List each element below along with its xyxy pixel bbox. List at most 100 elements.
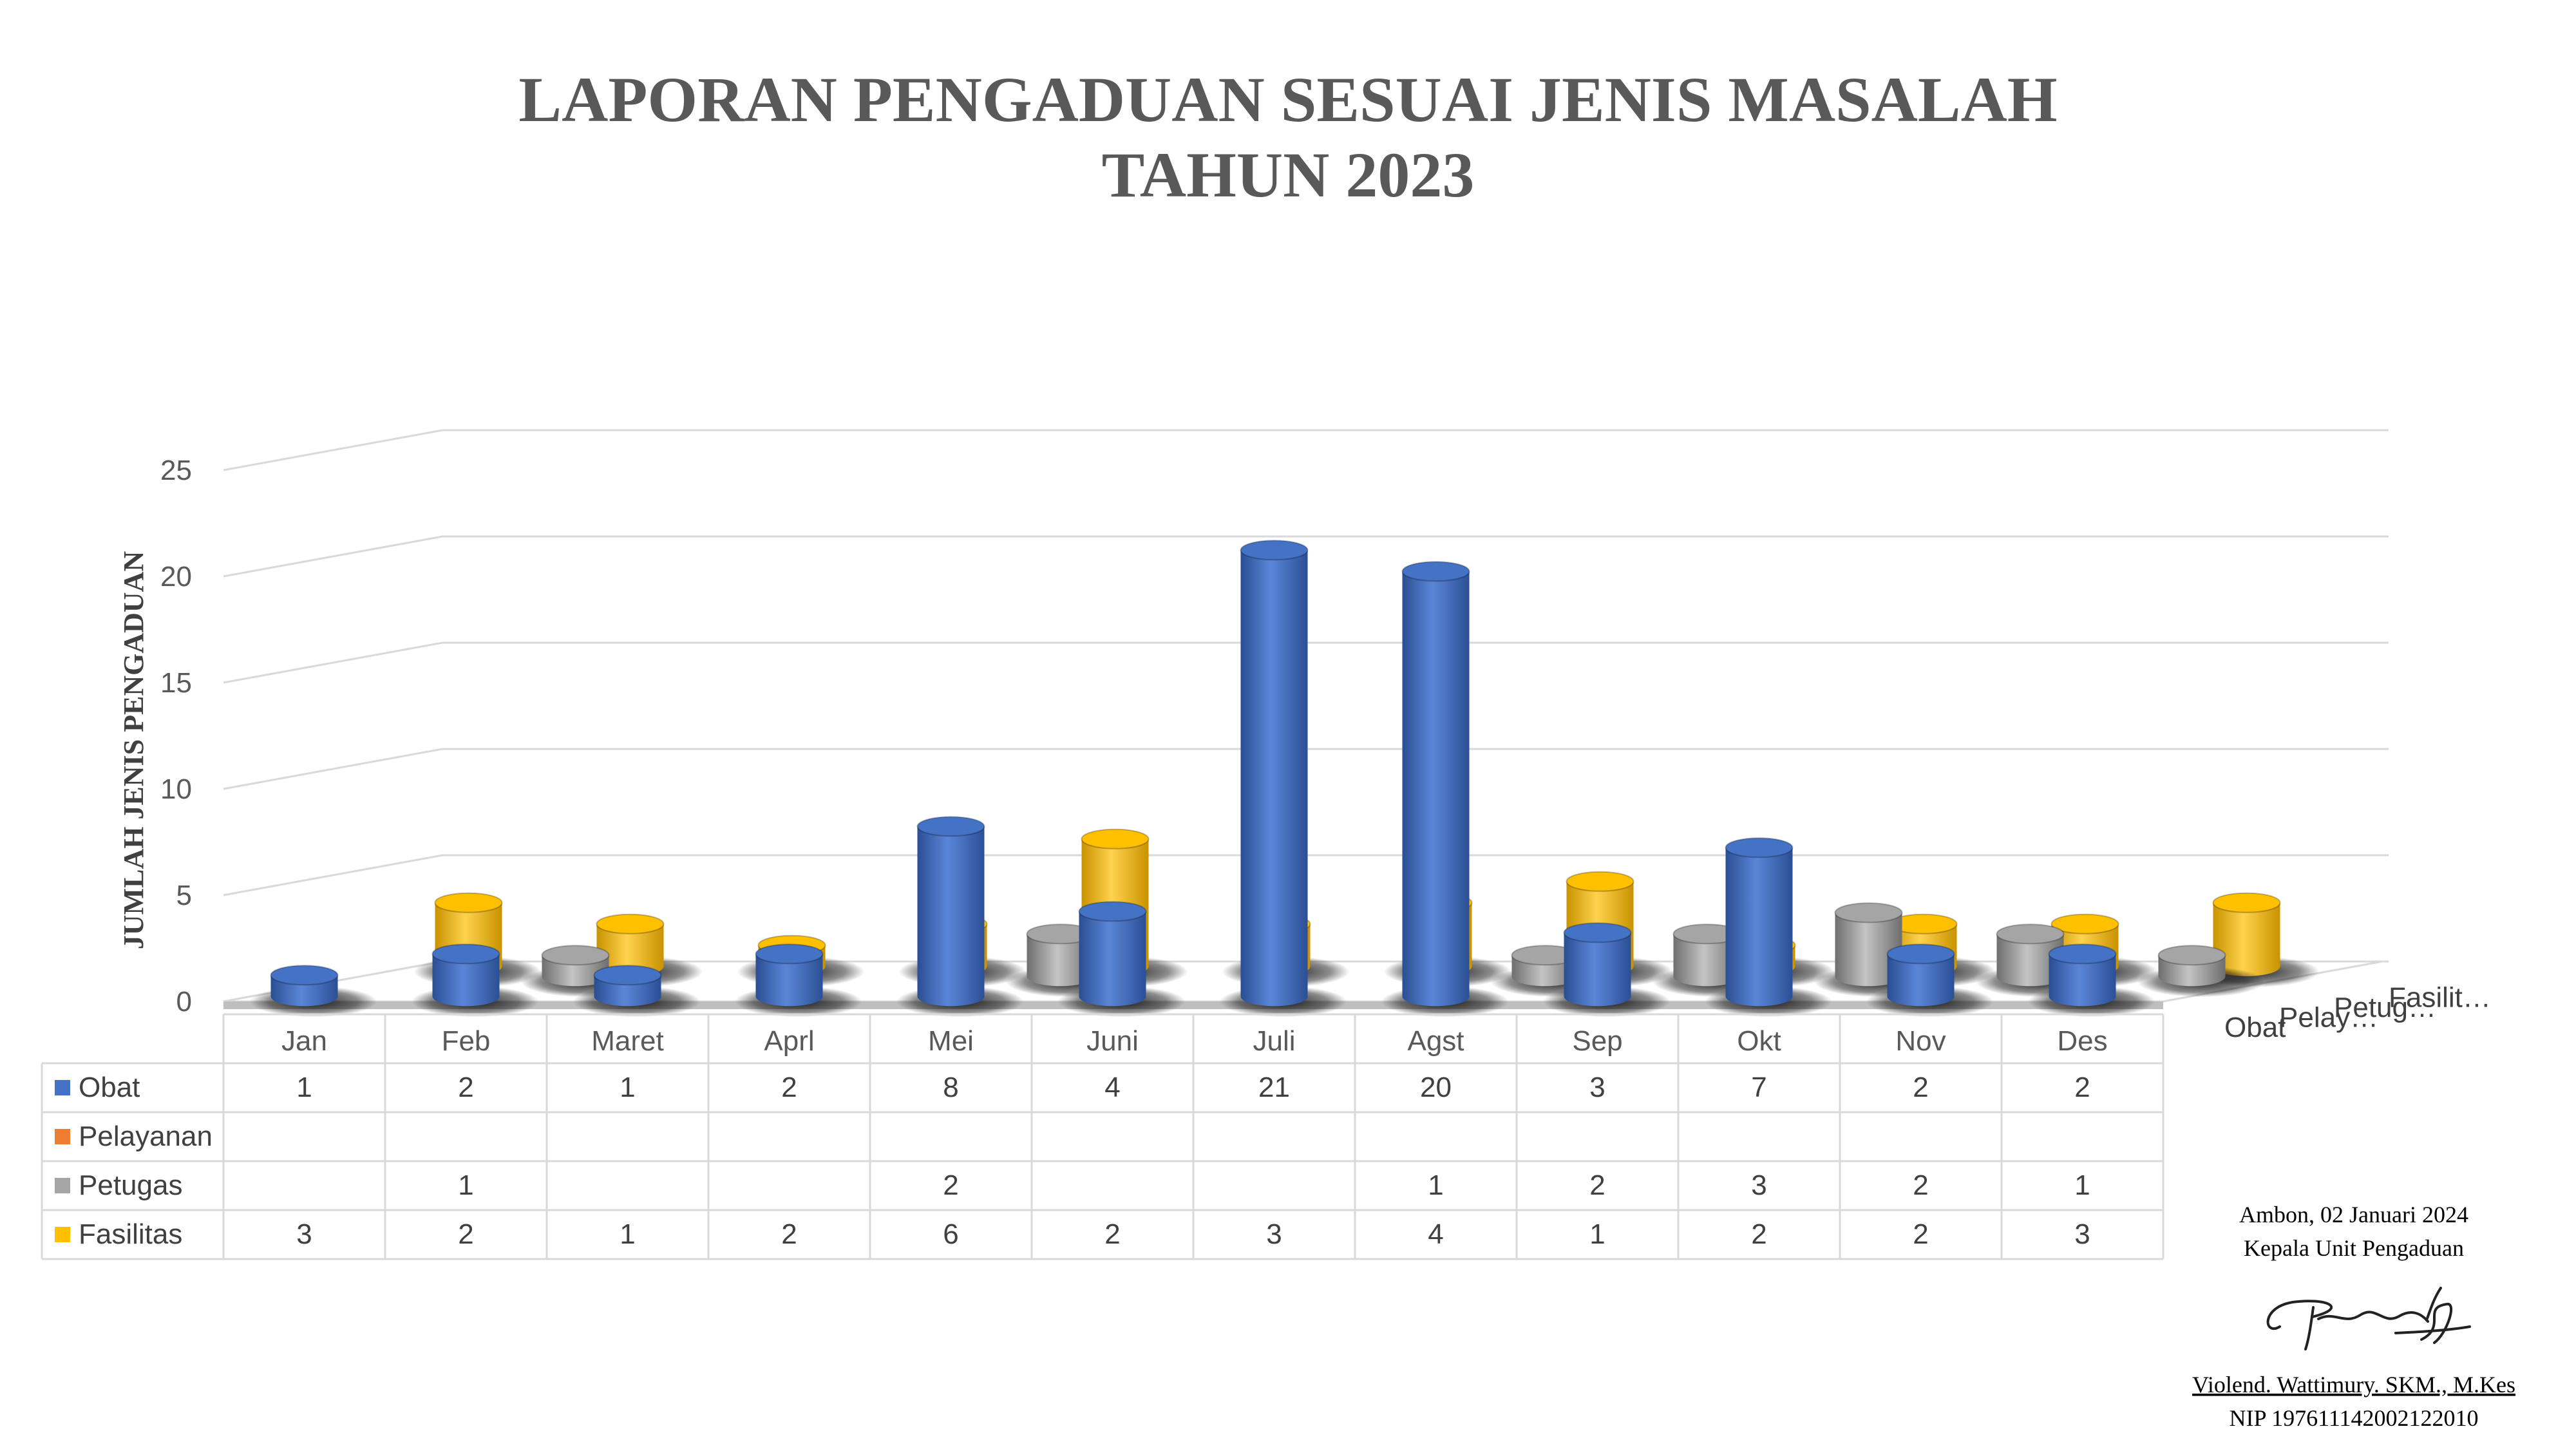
signature-block: Ambon, 02 Januari 2024 Kepala Unit Penga…: [2192, 1202, 2515, 1431]
x-tick-mei: Mei: [928, 1025, 974, 1057]
bar-obat-nov: [1866, 943, 1994, 1018]
bar-obat-aprl: [734, 943, 862, 1018]
bar-top: [1566, 871, 1634, 892]
bar-top: [593, 965, 662, 986]
bar-body: [1835, 913, 1902, 987]
bar-top: [1078, 901, 1147, 922]
bar-obat-juni: [1057, 901, 1186, 1018]
data-label-petugas-okt: 3: [1751, 1170, 1766, 1201]
bar-body: [1079, 911, 1146, 1007]
legend-label-pelayanan: Pelayanan: [79, 1121, 213, 1152]
data-label-fasilitas-juli: 3: [1266, 1218, 1282, 1250]
signature-nip: NIP 197611142002122010: [2230, 1405, 2479, 1431]
bar-body: [2213, 902, 2280, 976]
data-label-fasilitas-agst: 4: [1428, 1218, 1443, 1250]
y-tick-15: 15: [160, 667, 192, 699]
data-label-fasilitas-jan: 3: [296, 1218, 312, 1250]
bar-top: [2050, 913, 2119, 934]
signature-position: Kepala Unit Pengaduan: [2244, 1235, 2464, 1261]
x-tick-feb: Feb: [442, 1025, 491, 1057]
data-label-petugas-sep: 2: [1589, 1170, 1605, 1201]
bar-top: [541, 945, 610, 966]
floor-edge: [223, 1001, 2163, 1009]
bar-body: [1240, 550, 1308, 1007]
bar-body: [1402, 571, 1470, 1007]
bar-top: [434, 892, 503, 913]
bar-top: [1996, 923, 2065, 945]
y-axis: 0 5 10 15 20 25: [160, 455, 192, 1018]
gridline-15: [223, 641, 2389, 684]
y-tick-5: 5: [176, 880, 192, 911]
data-label-obat-aprl: 2: [781, 1072, 797, 1103]
bar-top: [2048, 943, 2117, 965]
bar-obat-okt: [1704, 837, 1832, 1018]
bar-top: [1240, 540, 1309, 561]
data-table: Jan Feb Maret Aprl Mei Juni Juli Agst Sep Okt Nov D…: [41, 1013, 2164, 1260]
legend-swatch-obat: [55, 1080, 70, 1095]
depth-label-pelayanan: Pelay…: [2279, 1002, 2378, 1034]
handwritten-signature: [2266, 1287, 2471, 1350]
signature-name: Violend. Wattimury. SKM., M.Kes: [2192, 1372, 2515, 1397]
bar-obat-des: [2027, 943, 2155, 1018]
data-label-fasilitas-des: 3: [2074, 1218, 2090, 1250]
x-tick-juni: Juni: [1086, 1025, 1139, 1057]
x-tick-jan: Jan: [281, 1025, 327, 1057]
bar-top: [755, 943, 824, 965]
chart-title: LAPORAN PENGADUAN SESUAI JENIS MASALAH: [518, 64, 2057, 135]
bar-obat-maret: [573, 965, 701, 1018]
x-tick-sep: Sep: [1572, 1025, 1622, 1057]
legend-swatch-pelayanan: [55, 1129, 70, 1144]
bar-obat-juli: [1219, 540, 1347, 1018]
data-label-obat-maret: 1: [620, 1072, 635, 1103]
depth-axis: ObatPelay…Petug…Fasilit…: [2224, 982, 2491, 1044]
bar-body: [596, 923, 664, 976]
chart-subtitle: TAHUN 2023: [1102, 139, 1475, 211]
gridline-10: [223, 748, 2389, 790]
bar-top: [1401, 561, 1470, 582]
y-tick-0: 0: [176, 986, 192, 1018]
data-label-petugas-des: 1: [2074, 1170, 2090, 1201]
x-tick-okt: Okt: [1737, 1025, 1781, 1057]
x-tick-juli: Juli: [1253, 1025, 1295, 1057]
data-label-petugas-agst: 1: [1428, 1170, 1443, 1201]
data-label-obat-nov: 2: [1913, 1072, 1928, 1103]
gridline-25: [223, 429, 2389, 471]
bar-body: [1673, 934, 1741, 987]
depth-label-fasilitas: Fasilit…: [2389, 982, 2491, 1014]
legend-label-fasilitas: Fasilitas: [79, 1218, 182, 1250]
bar-top: [2157, 945, 2226, 966]
data-label-petugas-nov: 2: [1913, 1170, 1928, 1201]
data-label-petugas-feb: 1: [458, 1170, 473, 1201]
data-label-petugas-mei: 2: [943, 1170, 958, 1201]
x-tick-nov: Nov: [1895, 1025, 1946, 1057]
bar-body: [1027, 934, 1094, 987]
data-label-obat-sep: 3: [1589, 1072, 1605, 1103]
data-label-obat-agst: 20: [1420, 1072, 1452, 1103]
bar-body: [1887, 954, 1955, 1007]
x-tick-aprl: Aprl: [764, 1025, 814, 1057]
bar-body: [755, 954, 823, 1007]
bar-obat-sep: [1542, 922, 1671, 1018]
bar-body: [1564, 933, 1631, 1007]
bar-top: [916, 816, 985, 837]
data-label-fasilitas-mei: 6: [943, 1218, 958, 1250]
data-label-fasilitas-aprl: 2: [781, 1218, 797, 1250]
bar-top: [1081, 828, 1150, 849]
bar-top: [431, 943, 500, 965]
legend-label-petugas: Petugas: [79, 1170, 182, 1201]
data-label-fasilitas-juni: 2: [1104, 1218, 1120, 1250]
bar-body: [432, 954, 500, 1007]
data-label-fasilitas-nov: 2: [1913, 1218, 1928, 1250]
data-label-obat-juni: 4: [1104, 1072, 1120, 1103]
bar-top: [1563, 922, 1632, 943]
data-label-obat-jan: 1: [296, 1072, 312, 1103]
y-tick-20: 20: [160, 561, 192, 592]
data-label-fasilitas-sep: 1: [1589, 1218, 1605, 1250]
x-tick-maret: Maret: [591, 1025, 663, 1057]
bar-body: [1996, 934, 2064, 987]
data-label-fasilitas-maret: 1: [620, 1218, 635, 1250]
bar-obat-mei: [896, 816, 1024, 1018]
bar-top: [1725, 837, 1794, 858]
legend-label-obat: Obat: [79, 1072, 140, 1103]
legend-swatch-petugas: [55, 1178, 70, 1193]
